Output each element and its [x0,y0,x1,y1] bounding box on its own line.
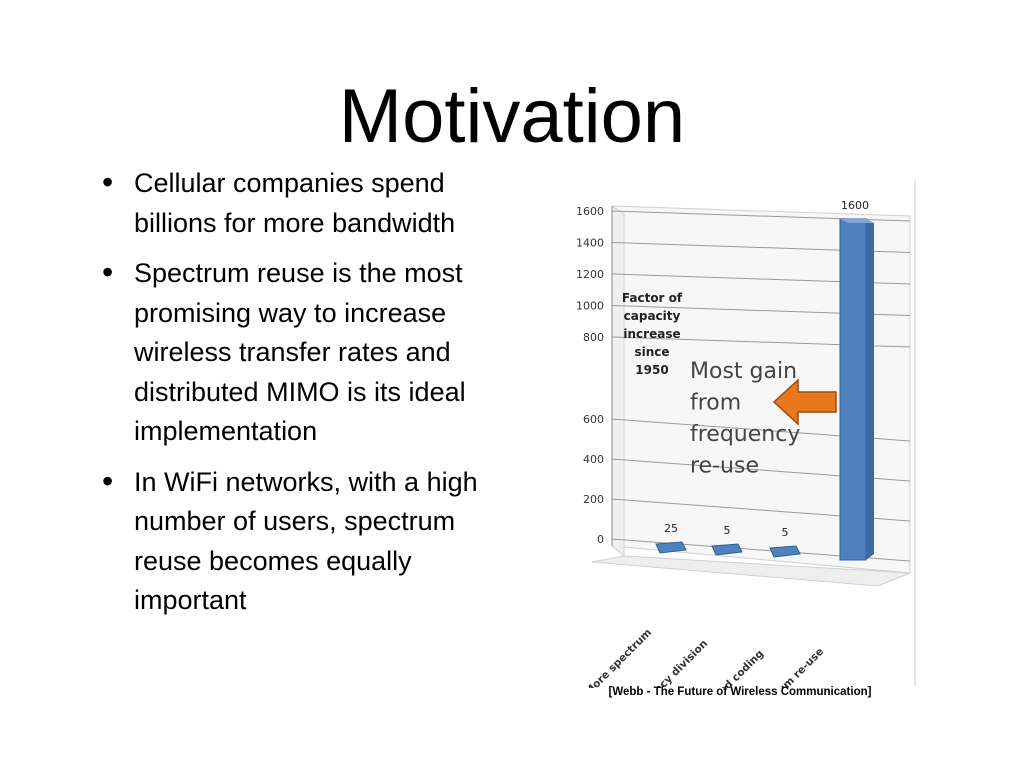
bar [655,541,687,554]
bullet-item: • Cellular companies spend billions for … [100,164,520,243]
bar-top [840,219,874,223]
bar [711,543,743,556]
bullet-symbol: • [102,462,114,499]
bar [769,545,801,558]
bar-data-label: 25 [664,522,678,535]
capacity-chart: 0 200 400 600 800 1000 1200 1400 1600 25 5 5 1600 Mor… [548,178,920,688]
y-axis-label: 1950 [635,363,668,377]
y-tick-label: 400 [583,453,604,466]
citation: [Webb - The Future of Wireless Communica… [608,686,872,698]
annotation-text: re-use [690,454,759,479]
bullet-text: In WiFi networks, with a high number of … [134,466,478,616]
bar-data-label: 1600 [841,199,869,212]
y-tick-label: 1000 [576,300,604,313]
annotation-text: from [690,391,741,416]
annotation-text: Most gain [690,359,797,384]
y-tick-label: 0 [597,533,604,546]
bullet-symbol: • [102,254,114,290]
bullet-item: • In WiFi networks, with a high number o… [100,463,520,621]
y-tick-label: 1200 [576,268,604,281]
y-tick-label: 1400 [576,237,604,250]
y-tick-label: 600 [583,413,604,426]
bar-data-label: 5 [782,526,789,539]
annotation-arrow [772,378,837,426]
bullet-list: • Cellular companies spend billions for … [100,164,520,632]
y-axis-label: capacity [624,309,681,323]
bullet-text: Spectrum reuse is the most promising way… [134,258,466,446]
bar-data-label: 5 [724,524,731,537]
annotation-text: frequency [690,422,800,447]
y-tick-label: 200 [583,493,604,506]
bullet-item: • Spectrum reuse is the most promising w… [100,254,520,452]
bar-side [866,219,874,560]
bullet-symbol: • [102,164,114,200]
y-axis-label: Factor of [622,291,683,305]
y-tick-label: 800 [583,331,604,344]
y-tick-label: 1600 [576,205,604,218]
slide-title: Motivation [338,74,686,159]
chart-side-wall [611,205,625,558]
bar [839,218,867,561]
y-axis-label: increase [623,327,680,341]
chart-floor [591,555,911,587]
y-axis-label: since [634,345,669,359]
bullet-text: Cellular companies spend billions for mo… [134,168,456,238]
